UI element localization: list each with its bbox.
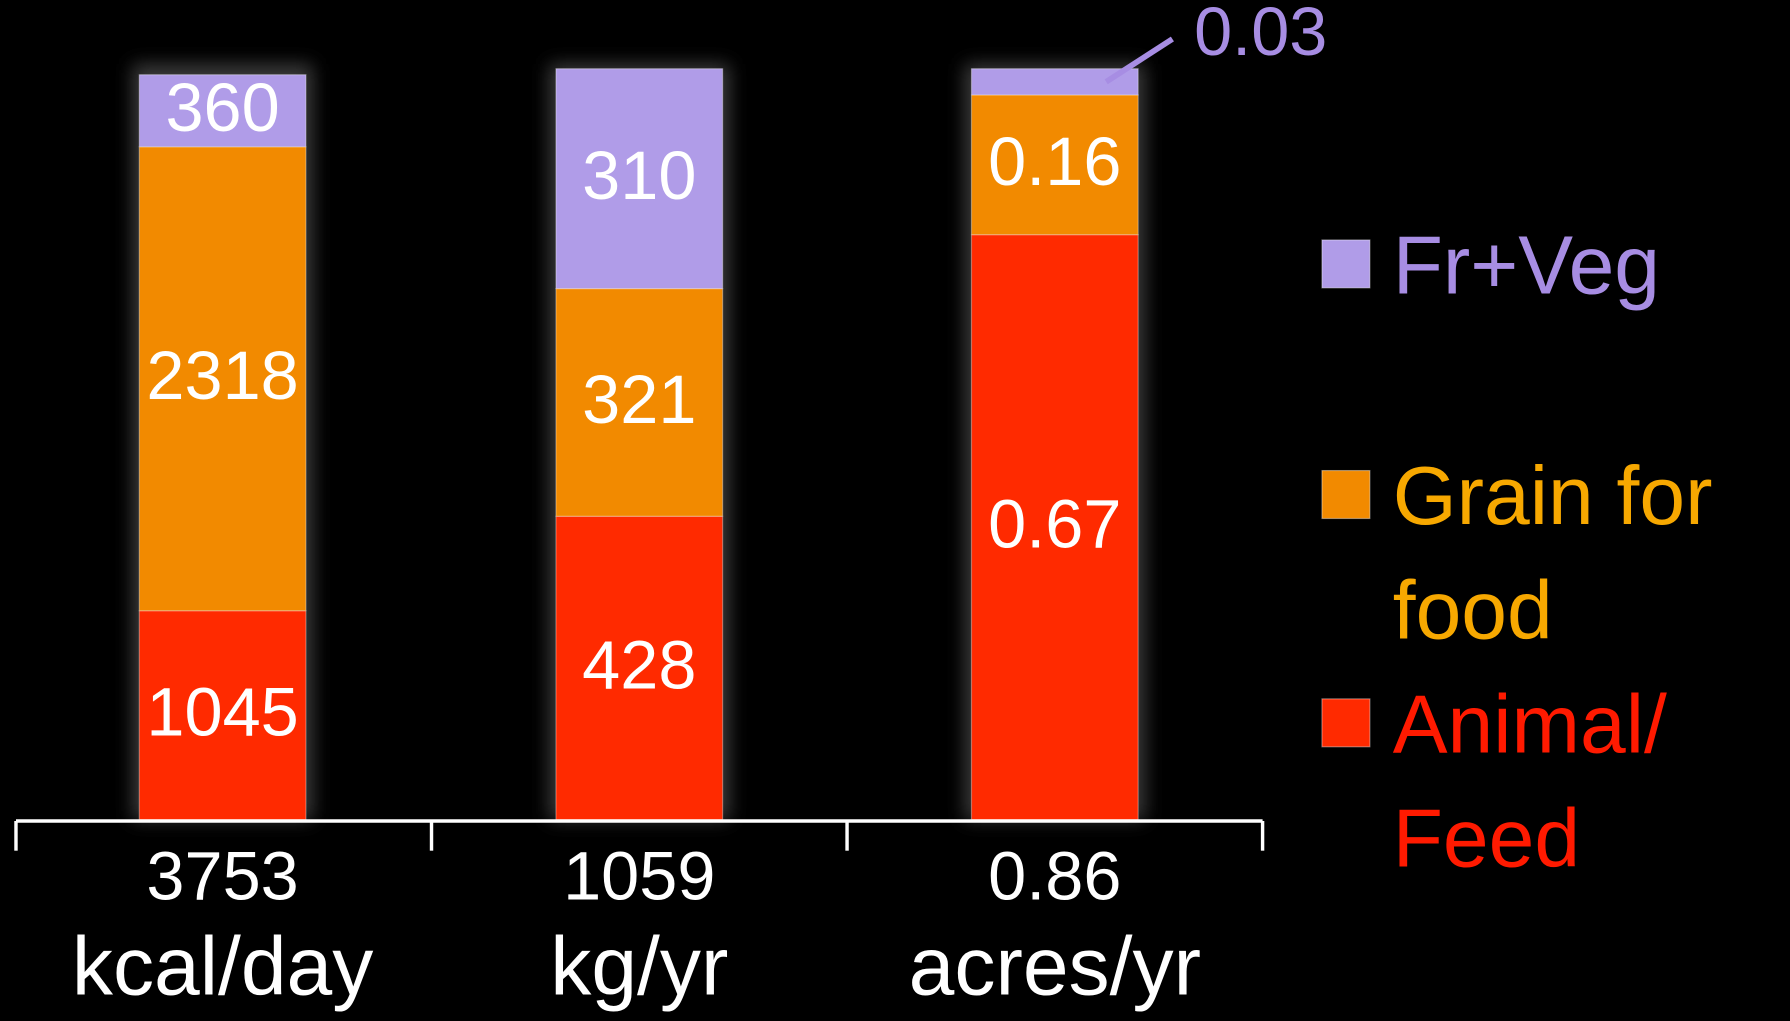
category-label: acres/yr — [909, 922, 1201, 1013]
legend-swatch — [1321, 469, 1371, 520]
data-label: 0.16 — [988, 123, 1121, 200]
legend-entry: Grain for food — [1392, 451, 1713, 657]
bar-segment — [970, 68, 1139, 96]
bar-segment — [555, 68, 724, 290]
legend-label: Grain for food — [1392, 451, 1713, 657]
bar-segment — [138, 74, 307, 148]
legend-entry: Fr+Veg — [1392, 220, 1661, 312]
leader-line — [1104, 36, 1174, 85]
category-label: kg/yr — [550, 922, 728, 1013]
data-label: 2318 — [146, 337, 298, 414]
category-label: kcal/day — [72, 922, 374, 1013]
legend-entry: Animal/ Feed — [1392, 679, 1667, 885]
data-label: 0.67 — [988, 486, 1121, 563]
bar-segment — [970, 234, 1139, 821]
bar-segment — [138, 146, 307, 612]
legend-label: Fr+Veg — [1392, 220, 1661, 312]
data-label: 360 — [165, 69, 279, 146]
legend-swatch — [1321, 698, 1371, 748]
data-label: 321 — [582, 361, 696, 438]
data-label: 310 — [582, 137, 696, 214]
bar-segment — [970, 94, 1139, 236]
category-total: 1059 — [563, 838, 715, 915]
data-label: 428 — [582, 626, 696, 703]
data-label: 1045 — [146, 674, 298, 751]
data-label: 0.03 — [1194, 0, 1327, 70]
legend-swatch — [1321, 239, 1371, 289]
category-total: 3753 — [146, 838, 298, 915]
bar-segment — [555, 288, 724, 517]
category-total: 0.86 — [988, 838, 1121, 915]
legend-label: Animal/ Feed — [1392, 679, 1667, 885]
